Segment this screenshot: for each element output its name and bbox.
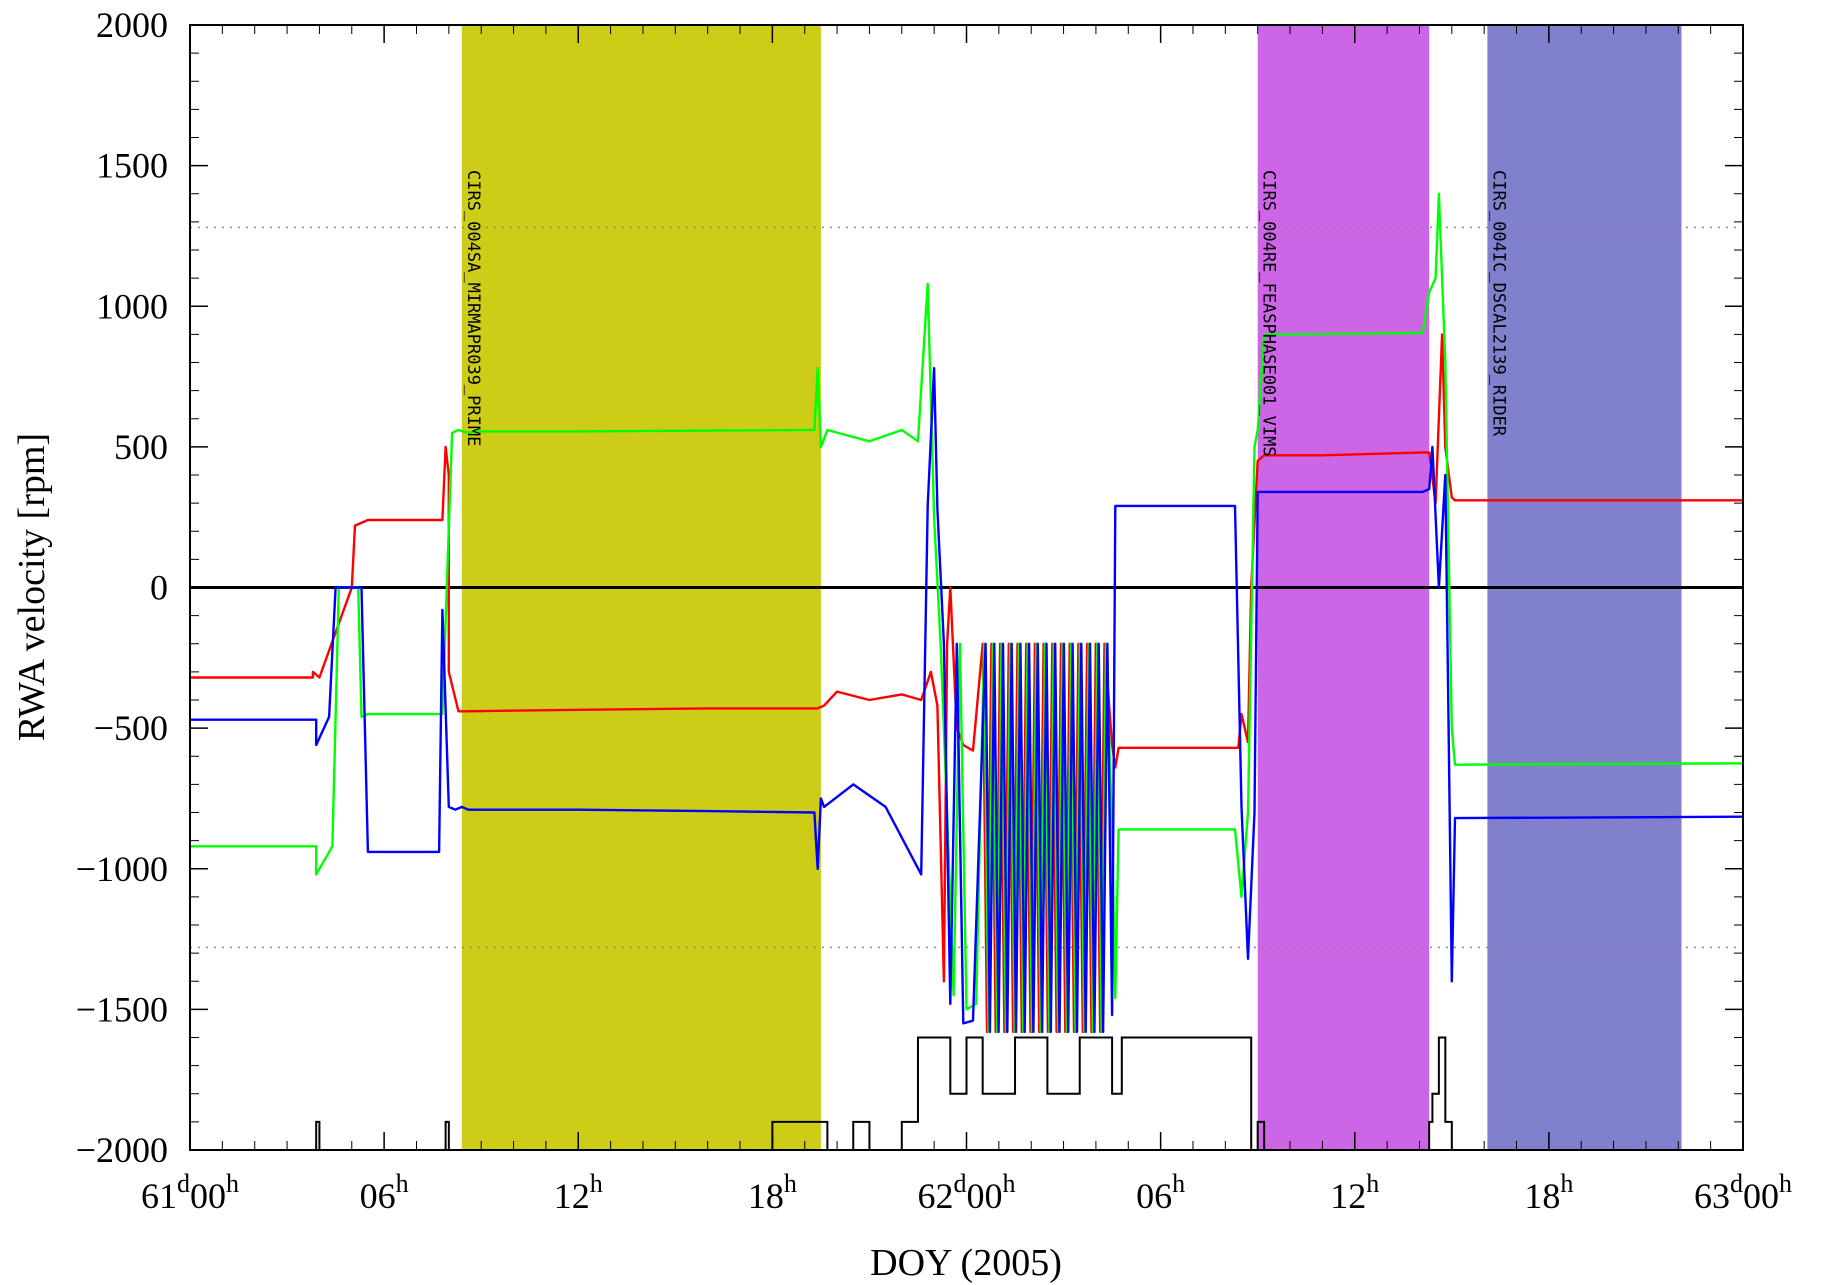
x-tick-label-8: 63d00h — [1694, 1169, 1792, 1216]
band-label-1: CIRS_004RE_FEASPHASE001_VIMS — [1259, 170, 1279, 457]
y-tick-label-3: −500 — [94, 708, 168, 748]
x-axis-title: DOY (2005) — [870, 1242, 1062, 1284]
y-axis-title: RWA velocity [rpm] — [11, 433, 53, 741]
band-label-2: CIRS_004IC_DSCAL2139_RIDER — [1488, 170, 1508, 437]
series-line-0 — [190, 333, 1743, 1034]
x-tick-label-2: 12h — [554, 1169, 603, 1216]
series-line-2 — [190, 366, 1744, 1034]
band-labels: CIRS_004SA_MIRMAPR039_PRIME CIRS_004RE_FE… — [463, 170, 1509, 457]
x-tick-label-4: 62d00h — [918, 1169, 1016, 1216]
y-tick-label-5: 500 — [114, 427, 168, 467]
x-tick-label-5: 06h — [1136, 1169, 1185, 1216]
y-tick-label-0: −2000 — [76, 1130, 168, 1170]
x-axis: 61d00h 06h 12h 18h 62d00h 06h 12h 18h 63d00h — [141, 25, 1792, 1216]
band-label-0: CIRS_004SA_MIRMAPR039_PRIME — [463, 170, 483, 446]
y-axis: −2000 −1500 −1000 −500 0 500 1000 1500 2000 — [76, 5, 1743, 1170]
y-tick-label-6: 1000 — [96, 286, 168, 326]
y-tick-label-4: 0 — [150, 568, 168, 608]
series-lines — [190, 192, 1744, 1034]
x-tick-label-3: 18h — [748, 1169, 797, 1216]
y-tick-label-8: 2000 — [96, 5, 168, 45]
x-tick-label-1: 06h — [360, 1169, 409, 1216]
x-tick-label-7: 18h — [1524, 1169, 1573, 1216]
x-tick-label-0: 61d00h — [141, 1169, 239, 1216]
x-tick-label-6: 12h — [1330, 1169, 1379, 1216]
y-tick-label-1: −1500 — [76, 989, 168, 1029]
y-tick-label-2: −1000 — [76, 849, 168, 889]
y-tick-label-7: 1500 — [96, 146, 168, 186]
